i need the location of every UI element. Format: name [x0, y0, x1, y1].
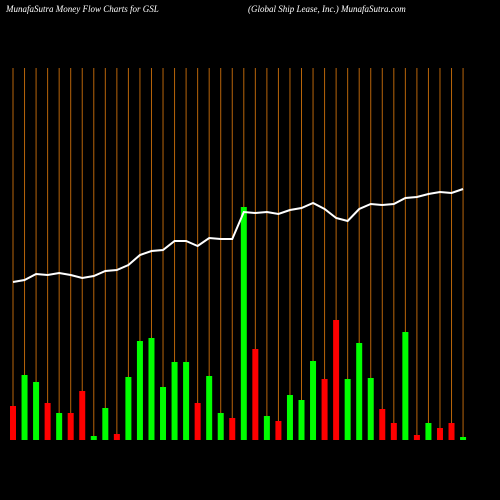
bar [56, 413, 63, 440]
bar [148, 338, 155, 440]
bar [136, 341, 143, 440]
bar [206, 376, 213, 440]
bar [21, 375, 28, 440]
bar [263, 416, 270, 440]
bar [10, 406, 16, 440]
bar [367, 378, 374, 440]
bar [298, 400, 305, 440]
bar [448, 423, 455, 440]
bar [229, 418, 236, 440]
bar [44, 403, 51, 440]
bar [286, 395, 293, 440]
bar [321, 379, 328, 440]
bar [67, 413, 74, 440]
bar [194, 403, 201, 440]
bar [356, 343, 363, 440]
bar [79, 391, 86, 440]
bar [183, 362, 190, 440]
bar [460, 437, 467, 440]
bar [90, 436, 97, 440]
bar [113, 434, 120, 440]
bar [402, 332, 409, 440]
bar [171, 362, 178, 440]
price-line [12, 188, 464, 283]
bar [33, 382, 40, 440]
bar [160, 387, 167, 440]
bar [436, 428, 443, 440]
bar [217, 413, 224, 440]
chart-title: MunafaSutra Money Flow Charts for GSL [5, 4, 159, 14]
bar [425, 423, 432, 440]
bar [252, 349, 259, 440]
bar [390, 423, 397, 440]
chart-subtitle: (Global Ship Lease, Inc.) MunafaSutra.co… [248, 4, 406, 14]
bar [240, 207, 247, 440]
bar [310, 361, 317, 440]
bar [379, 409, 386, 440]
bar [333, 320, 340, 440]
bar [275, 421, 282, 440]
bar [413, 435, 420, 440]
bar [102, 408, 109, 440]
bar [125, 377, 132, 440]
bar [344, 379, 351, 440]
